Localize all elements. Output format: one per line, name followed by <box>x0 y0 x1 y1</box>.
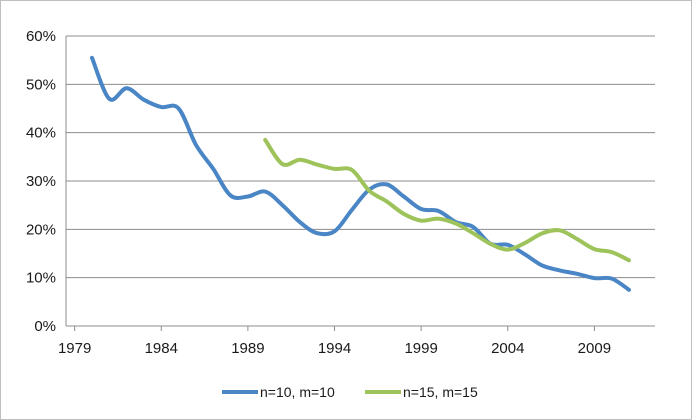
legend-label-2: n=15, m=15 <box>403 384 478 400</box>
x-tick-label: 2004 <box>491 340 524 357</box>
x-tick-label: 2009 <box>578 340 611 357</box>
y-tick-label: 0% <box>34 318 56 335</box>
gridlines <box>66 35 655 279</box>
legend: n=10, m=10 n=15, m=15 <box>222 384 478 400</box>
x-tick-label: 1999 <box>404 340 437 357</box>
y-tick-label: 20% <box>26 221 56 238</box>
y-tick-label: 30% <box>26 173 56 190</box>
y-tick-labels: 0% 10% 20% 30% 40% 50% 60% <box>26 28 56 335</box>
x-tick-labels: 1979 1984 1989 1994 1999 2004 2009 <box>58 340 611 357</box>
series-line-2 <box>263 137 631 263</box>
y-tick-label: 40% <box>26 125 56 142</box>
x-tick-label: 1984 <box>145 340 178 357</box>
y-tick-label: 10% <box>26 270 56 287</box>
x-tick-label: 1994 <box>318 340 351 357</box>
axes <box>65 36 655 331</box>
legend-label-1: n=10, m=10 <box>260 384 335 400</box>
y-tick-label: 50% <box>26 76 56 93</box>
series-lines <box>90 55 631 292</box>
x-tick-label: 1979 <box>58 340 91 357</box>
y-tick-label: 60% <box>26 28 56 45</box>
x-tick-label: 1989 <box>231 340 264 357</box>
series-line-1 <box>90 55 631 292</box>
